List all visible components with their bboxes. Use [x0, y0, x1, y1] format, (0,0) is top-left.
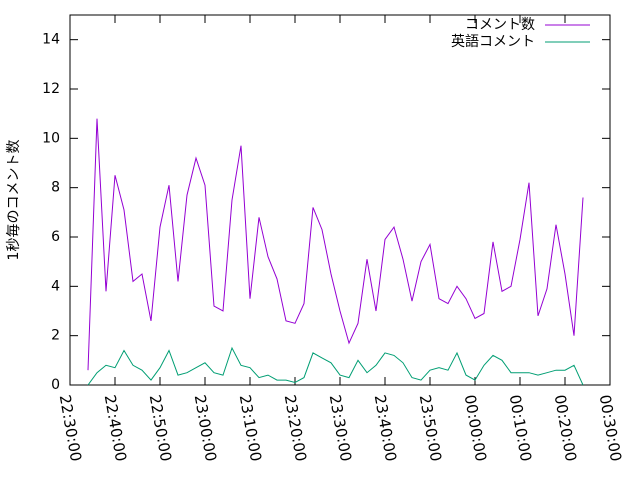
legend-label: 英語コメント [451, 33, 535, 50]
y-axis-label: 1秒毎のコメント数 [6, 140, 22, 261]
y-tick-label: 6 [51, 229, 60, 245]
y-tick-label: 8 [51, 180, 60, 196]
y-tick-label: 4 [51, 278, 60, 294]
y-tick-label: 14 [42, 32, 60, 48]
legend-label: コメント数 [465, 17, 535, 33]
plot-border [69, 14, 611, 386]
series-line [87, 346, 584, 386]
y-tick-label: 2 [51, 328, 60, 344]
y-tick-label: 10 [42, 130, 60, 146]
y-tick-label: 12 [42, 81, 60, 97]
series-line [87, 118, 584, 371]
y-tick-label: 0 [51, 377, 60, 393]
